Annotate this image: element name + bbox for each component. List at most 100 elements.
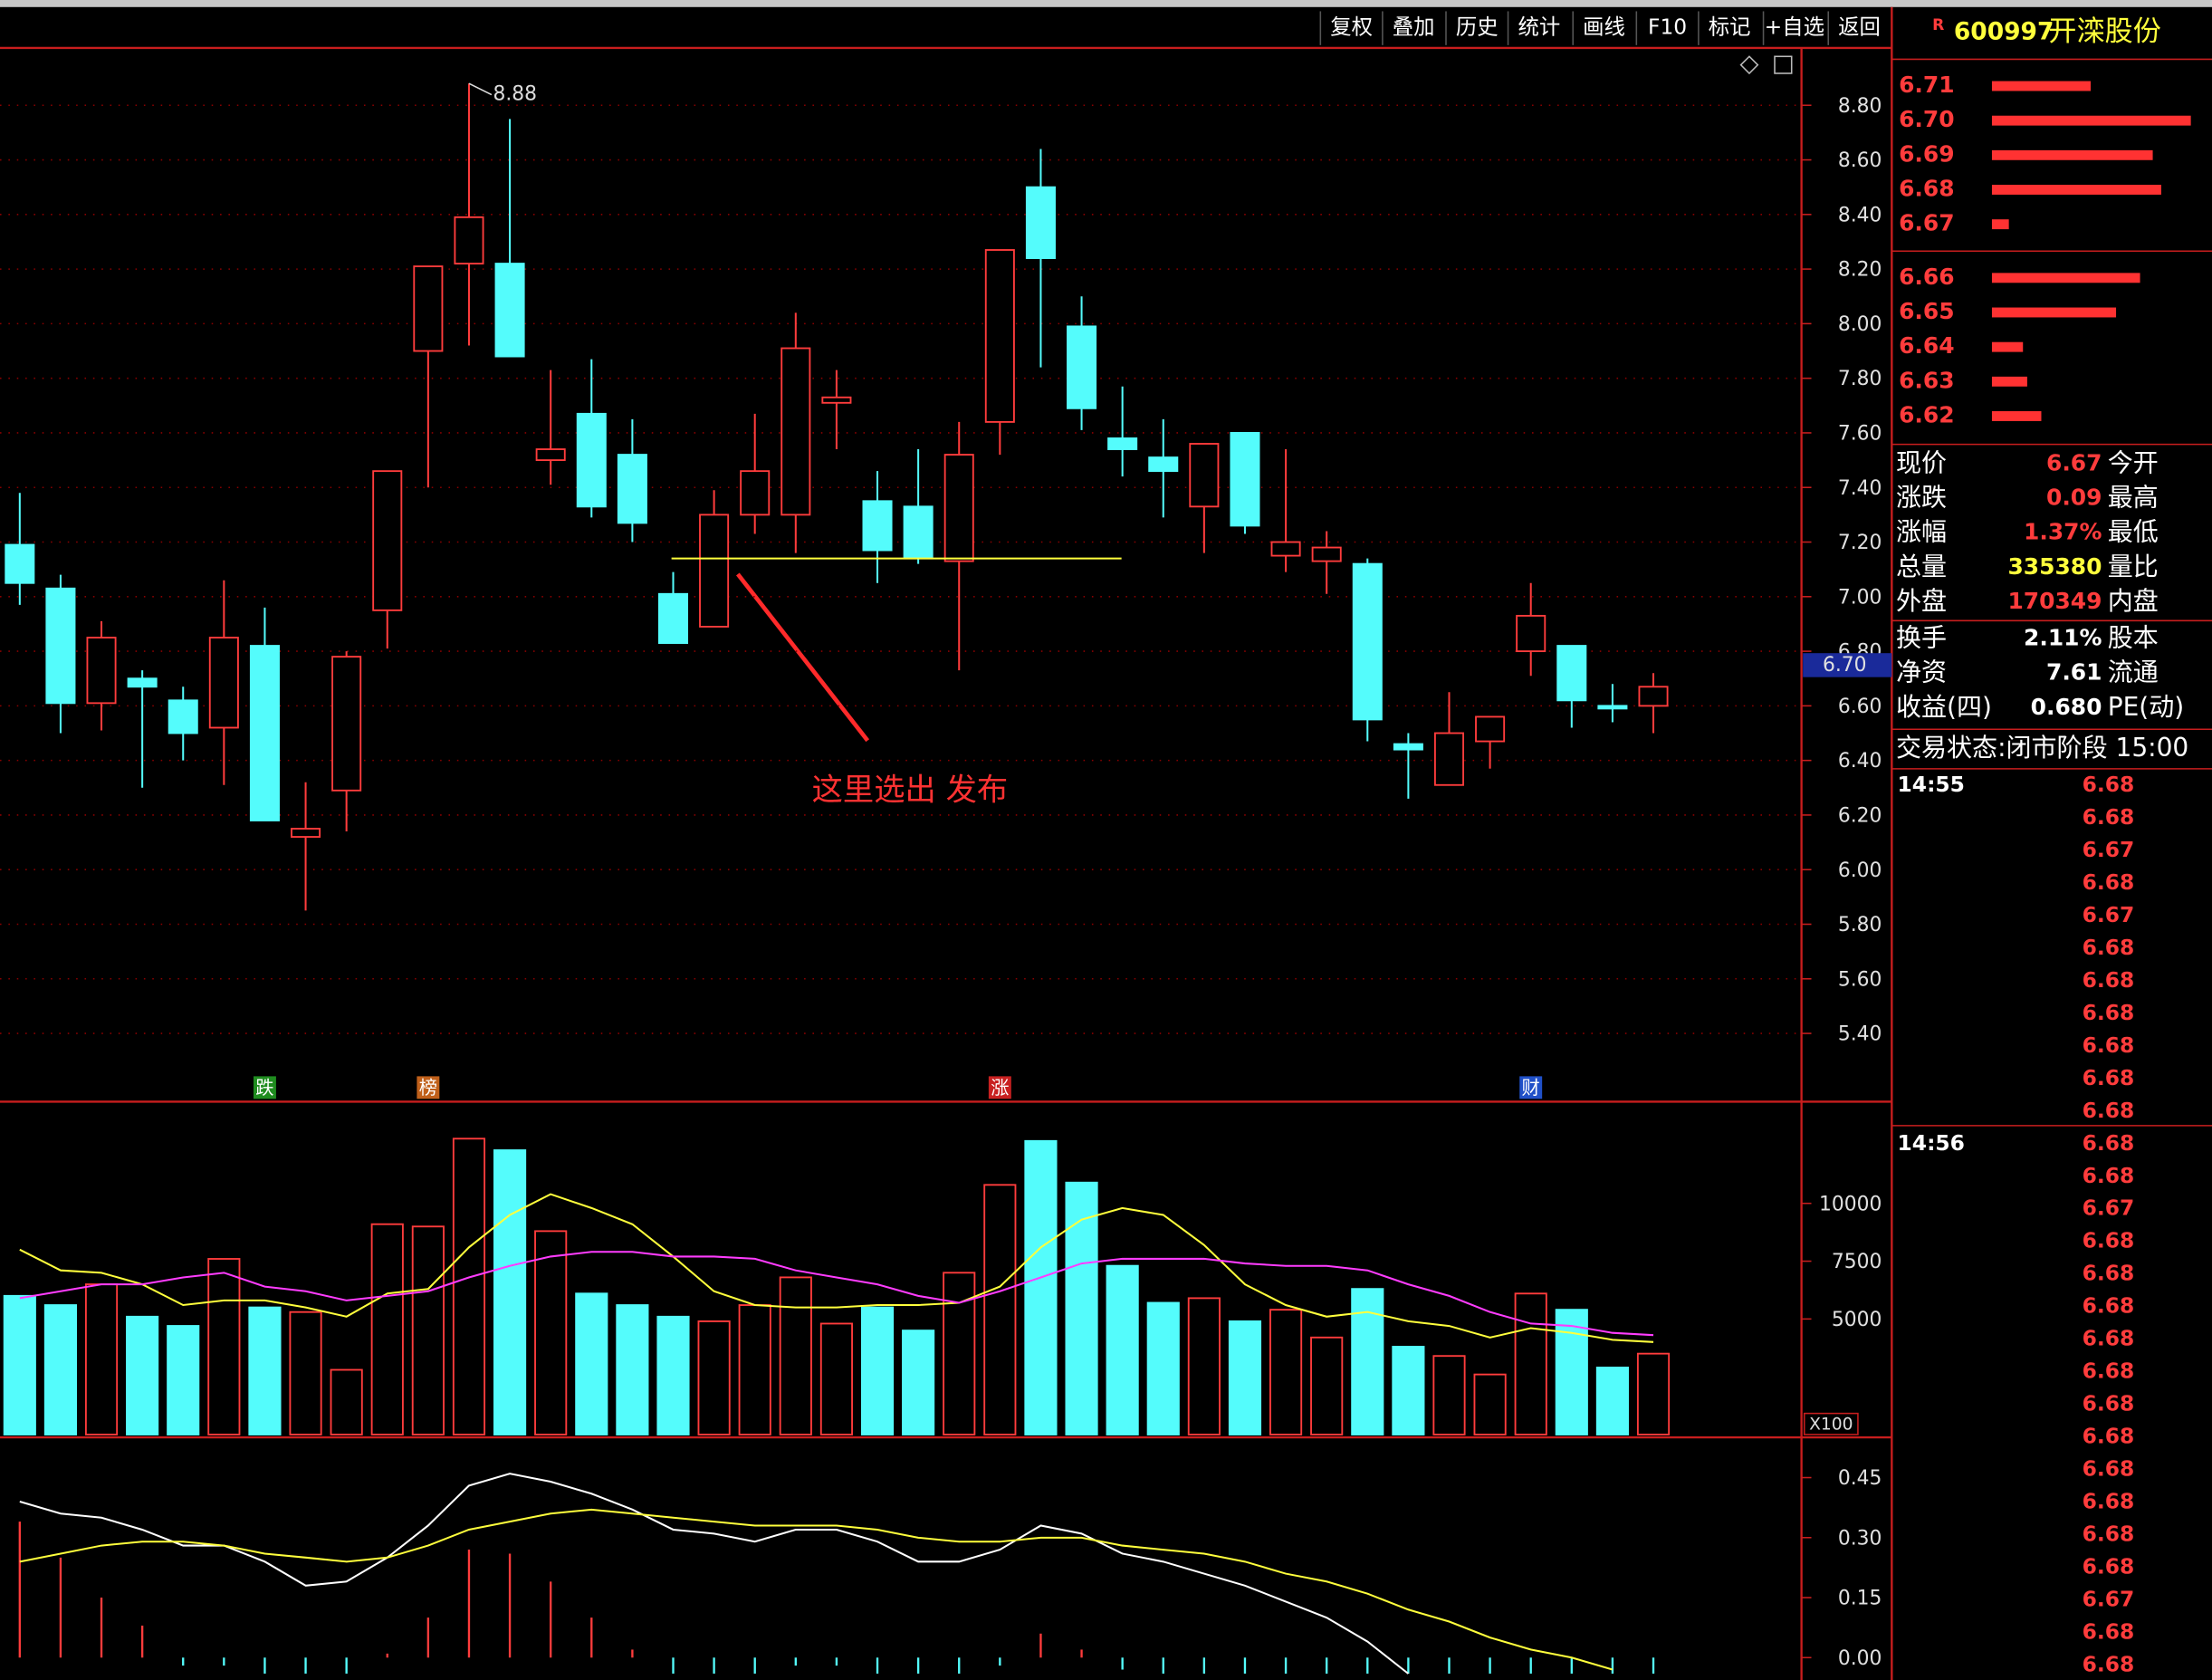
toolbar-button[interactable]: 统计 <box>1518 14 1560 40</box>
event-marker[interactable] <box>988 1076 1011 1099</box>
event-label[interactable]: 涨 <box>991 1077 1009 1099</box>
candle-body <box>331 656 362 792</box>
book-price: 6.62 <box>1899 401 1954 427</box>
volume-bar <box>1187 1297 1221 1435</box>
candle-body <box>454 216 484 265</box>
tick-price: 6.68 <box>2083 1522 2135 1547</box>
toolbar-button[interactable]: +自选 <box>1765 14 1824 40</box>
toolbar-button[interactable]: F10 <box>1648 14 1687 40</box>
event-marker[interactable] <box>253 1076 276 1099</box>
quote-label: 涨幅 <box>1896 517 1947 547</box>
volume-bar <box>983 1184 1017 1435</box>
quote-value: 335380 <box>2007 553 2102 580</box>
tick-price: 6.68 <box>2083 1065 2135 1090</box>
book-price: 6.65 <box>1899 298 1954 324</box>
event-label[interactable]: 财 <box>1522 1077 1540 1099</box>
quote-field: 流通 <box>2108 658 2159 687</box>
book-price: 6.67 <box>1899 210 1954 236</box>
panel-toggle-icon[interactable] <box>1774 55 1793 74</box>
quote-value: 0.680 <box>2031 694 2102 720</box>
trade-status: 交易状态:闭市阶段 15:00 <box>1896 733 2188 763</box>
candle-body <box>1393 743 1423 751</box>
volume-bar <box>1392 1346 1425 1435</box>
candle-body <box>576 412 607 508</box>
volume-bar <box>452 1138 486 1435</box>
quote-label: 涨跌 <box>1896 483 1947 513</box>
candle-body <box>494 263 525 358</box>
y-tick-label: 5.60 <box>1838 968 1882 991</box>
volume-bar <box>3 1294 36 1435</box>
candle-body <box>1107 437 1138 450</box>
book-price: 6.66 <box>1899 264 1954 290</box>
depth-bar <box>1991 341 2024 352</box>
quote-label: 现价 <box>1896 447 1947 477</box>
quote-label: 外盘 <box>1896 586 1947 616</box>
toolbar-button[interactable]: 历史 <box>1456 14 1499 40</box>
tick-price: 6.68 <box>2083 1163 2135 1188</box>
volume-bar <box>207 1258 241 1435</box>
volume-bar <box>1432 1355 1466 1435</box>
diamond-icon[interactable] <box>1739 55 1759 75</box>
volume-bar <box>248 1306 282 1435</box>
candle-body <box>1067 325 1097 409</box>
y-tick-label: 7.00 <box>1838 586 1882 609</box>
toolbar-button[interactable]: 画线 <box>1583 14 1625 40</box>
tick-price: 6.68 <box>2083 772 2135 797</box>
volume-bar <box>43 1304 77 1435</box>
quote-label: 换手 <box>1896 623 1947 653</box>
book-price: 6.63 <box>1899 367 1954 393</box>
tick-price: 6.68 <box>2083 1000 2135 1025</box>
tick-price: 6.68 <box>2083 1228 2135 1253</box>
tick-price: 6.68 <box>2083 1651 2135 1676</box>
quote-label: 总量 <box>1896 552 1947 581</box>
event-marker[interactable] <box>417 1076 440 1099</box>
event-label[interactable]: 榜 <box>419 1077 437 1099</box>
volume-bar <box>1595 1367 1629 1435</box>
y-tick-label: 5.40 <box>1838 1023 1882 1046</box>
candle-body <box>780 347 811 516</box>
toolbar-button[interactable]: 复权 <box>1330 14 1373 40</box>
candle-body <box>984 249 1015 423</box>
y-tick-label: 6.20 <box>1838 804 1882 827</box>
macd-line <box>19 1473 1410 1675</box>
annotation: 这里选出 发布 <box>812 772 1009 808</box>
tick-price: 6.68 <box>2083 1456 2135 1482</box>
volume-bar <box>493 1149 527 1435</box>
volume-bar <box>1636 1352 1671 1435</box>
candle-body <box>249 645 280 821</box>
y-tick-label: 0.45 <box>1838 1467 1882 1490</box>
candle-body <box>45 587 76 705</box>
stock-name: 开滦股份 <box>2048 15 2161 48</box>
window-top <box>0 0 2212 7</box>
candle-body <box>1311 546 1342 562</box>
candle-body <box>1270 541 1301 557</box>
candle-body <box>208 637 239 729</box>
tick-price: 6.68 <box>2083 1424 2135 1449</box>
volume-bar <box>84 1283 119 1435</box>
candle-body <box>657 592 689 644</box>
volume-ma-line <box>19 1193 1654 1343</box>
quote-value: 0.09 <box>2046 485 2102 511</box>
candle-body <box>413 265 444 352</box>
event-marker[interactable] <box>1519 1076 1543 1099</box>
toolbar-button[interactable]: 叠加 <box>1393 14 1435 40</box>
y-tick-label: 5000 <box>1832 1309 1882 1331</box>
volume-bar <box>1555 1309 1588 1435</box>
candle-body <box>1638 686 1669 707</box>
candle-body <box>903 505 934 560</box>
tick-price: 6.68 <box>2083 967 2135 993</box>
volume-bar <box>167 1325 200 1435</box>
volume-bar <box>860 1306 895 1435</box>
book-price: 6.68 <box>1899 175 1954 201</box>
y-tick-label: 6.40 <box>1838 750 1882 773</box>
candle-body <box>127 677 158 688</box>
quote-field: 最高 <box>2108 483 2159 513</box>
tick-price: 6.68 <box>2083 1032 2135 1058</box>
tick-time: 14:55 <box>1898 772 1965 797</box>
candle-body <box>1148 456 1179 473</box>
toolbar-button[interactable]: 标记 <box>1709 14 1751 40</box>
toolbar-button[interactable]: 返回 <box>1838 14 1881 40</box>
event-label[interactable]: 跌 <box>255 1077 273 1099</box>
